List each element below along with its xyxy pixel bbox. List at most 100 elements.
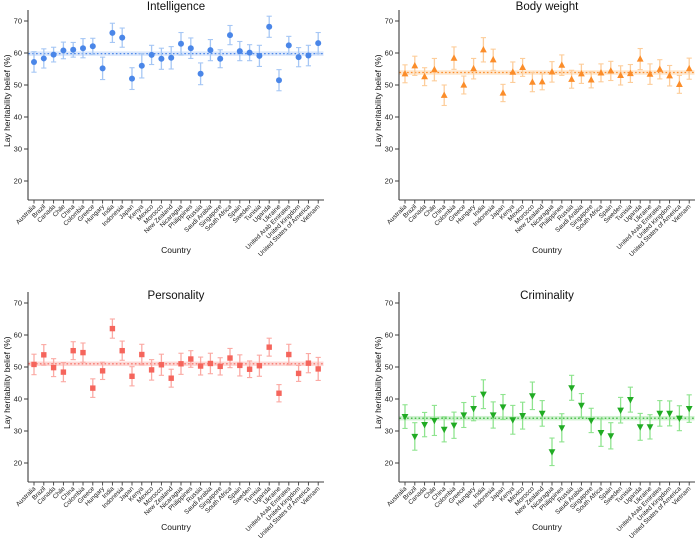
point-India xyxy=(109,29,116,36)
point-Chile xyxy=(60,369,67,375)
point-United States of America xyxy=(676,80,683,87)
point-Mexico xyxy=(148,367,155,373)
y-tick-label: 40 xyxy=(14,113,22,122)
markers xyxy=(401,46,693,98)
point-Russia xyxy=(197,363,204,369)
axes xyxy=(398,292,695,483)
panel-title-intelligence: Intelligence xyxy=(146,1,206,13)
point-Australia xyxy=(401,70,409,77)
point-Saudi Arabia xyxy=(578,402,585,410)
point-South Africa xyxy=(597,69,605,76)
point-Philippines xyxy=(187,45,194,52)
mean-line xyxy=(28,51,324,56)
point-Nicaragua xyxy=(548,449,556,456)
point-Australia xyxy=(31,361,37,368)
point-Kenya xyxy=(139,351,145,358)
point-Brazil xyxy=(40,55,47,62)
point-Sweden xyxy=(246,366,253,372)
point-Philippines xyxy=(558,61,566,68)
point-Nicaragua xyxy=(178,361,184,367)
point-Colombia xyxy=(450,54,458,61)
point-Russia xyxy=(568,385,575,392)
point-United Arab Emirates xyxy=(656,65,664,72)
point-Morocco xyxy=(529,393,536,400)
point-Ukraine xyxy=(646,424,654,431)
point-United Kingdom xyxy=(666,410,673,418)
point-Vietnam xyxy=(315,366,321,372)
point-Indonesia xyxy=(489,55,497,63)
y-tick-label: 60 xyxy=(14,49,22,58)
point-Russia xyxy=(197,70,204,77)
y-tick-label: 70 xyxy=(14,17,22,26)
point-Hungary xyxy=(99,65,106,72)
point-Saudi Arabia xyxy=(578,70,585,77)
y-tick-label: 30 xyxy=(385,145,393,154)
point-China xyxy=(440,91,448,98)
point-Greece xyxy=(90,385,96,391)
point-New Zealand xyxy=(538,78,546,85)
y-tick-label: 50 xyxy=(385,363,393,372)
point-United States of America xyxy=(676,415,683,422)
point-Vietnam xyxy=(685,64,693,72)
point-Australia xyxy=(31,58,37,65)
point-Canada xyxy=(50,364,57,371)
point-Brazil xyxy=(41,352,47,358)
point-China xyxy=(440,426,448,434)
point-Saudi Arabia xyxy=(207,360,214,367)
point-Ukraine xyxy=(276,77,282,84)
markers xyxy=(401,385,693,456)
intelligence-chart: 203040506070AustraliaBrazilCanadaChileCh… xyxy=(14,10,324,258)
y-tick-label: 60 xyxy=(385,49,393,58)
point-Uganda xyxy=(636,55,644,62)
y-axis-ticks: 20 30 40 50 60 70 xyxy=(14,299,28,468)
mean-line xyxy=(399,70,695,75)
point-Tunisia xyxy=(256,363,263,369)
point-United Kingdom xyxy=(295,370,302,377)
point-Vietnam xyxy=(685,406,693,413)
point-India xyxy=(480,391,487,398)
point-Spain xyxy=(607,433,615,440)
point-Mexico xyxy=(519,413,526,420)
markers xyxy=(31,23,322,84)
x-axis-label: Country xyxy=(161,245,191,255)
axes xyxy=(27,10,324,201)
point-Spain xyxy=(237,362,243,369)
point-India xyxy=(480,46,487,53)
point-Colombia xyxy=(80,45,86,52)
point-Brazil xyxy=(411,62,419,69)
y-tick-label: 60 xyxy=(14,331,22,340)
y-tick-label: 30 xyxy=(14,145,22,154)
point-Saudi Arabia xyxy=(207,47,214,54)
mean-line xyxy=(399,415,695,421)
point-Singapore xyxy=(217,55,224,62)
x-axis-label: Country xyxy=(532,245,562,255)
markers xyxy=(31,325,321,396)
panel-personality: 20 30 40 50 60 70 Australia Brazil Canada Chile Ch… xyxy=(0,274,350,548)
y-axis-ticks: 20 30 40 50 60 70 xyxy=(385,299,399,468)
point-Nicaragua xyxy=(178,40,184,47)
point-Canada xyxy=(421,72,428,80)
point-Uganda xyxy=(266,23,273,30)
point-United Arab Emirates xyxy=(285,42,292,49)
point-Indonesia xyxy=(489,412,497,419)
point-United Kingdom xyxy=(666,71,673,79)
x-axis-ticks: AustraliaBrazilCanadaChileChinaColombiaG… xyxy=(386,482,693,540)
point-Tunisia xyxy=(256,52,263,59)
y-axis-label: Lay heritability belief (%) xyxy=(373,336,383,430)
y-tick-label: 40 xyxy=(14,395,22,404)
point-Japan xyxy=(129,373,135,379)
point-Sweden xyxy=(617,71,624,78)
point-Spain xyxy=(236,48,243,55)
panel-body-weight: 20 30 40 50 60 70 Australia Brazil Canada Chile Ch… xyxy=(350,0,700,274)
y-tick-label: 20 xyxy=(385,459,393,468)
point-Kenya xyxy=(509,68,517,75)
y-tick-label: 40 xyxy=(385,113,393,122)
point-Chile xyxy=(431,65,438,73)
point-Vietnam xyxy=(315,40,322,47)
point-Greece xyxy=(460,412,468,419)
panel-title-personality: Personality xyxy=(147,290,205,302)
x-axis-label: Country xyxy=(532,522,562,532)
point-South Africa xyxy=(597,430,605,437)
point-Sweden xyxy=(617,407,624,414)
point-United Arab Emirates xyxy=(286,351,292,358)
